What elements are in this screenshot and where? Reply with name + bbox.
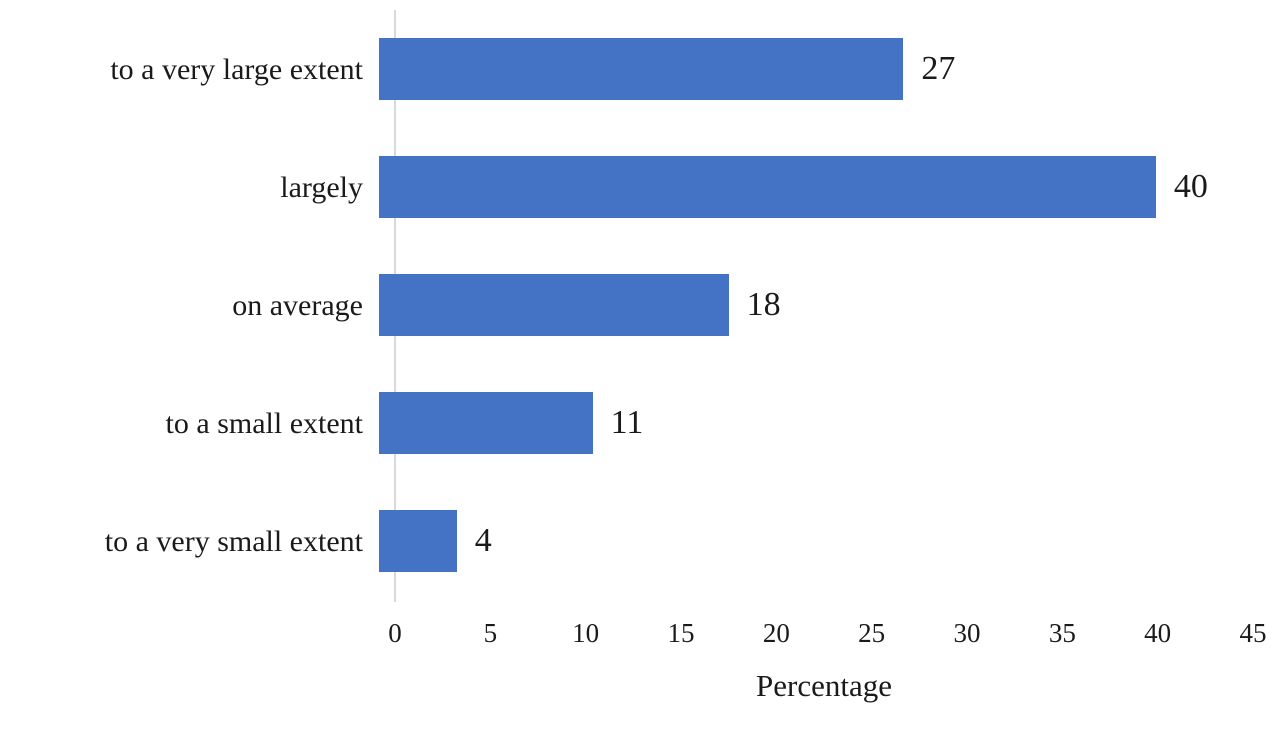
category-label: on average <box>232 288 363 322</box>
bar-track: 18 <box>379 274 1253 336</box>
chart-rows: to a very large extent 27 largely 40 on … <box>0 10 1253 600</box>
x-axis-tick-label: 45 <box>1239 618 1267 648</box>
bar <box>379 38 904 100</box>
bar <box>379 274 729 336</box>
category-label: to a very large extent <box>110 52 363 86</box>
x-axis-tick-label: 0 <box>388 618 402 648</box>
bar-track: 11 <box>379 392 1253 454</box>
x-axis-tick-label: 35 <box>1048 618 1076 648</box>
bar-track: 40 <box>379 156 1253 218</box>
bar <box>379 392 593 454</box>
value-label: 11 <box>610 404 644 441</box>
chart-row: to a very small extent 4 <box>0 482 1253 600</box>
x-axis-title: Percentage <box>756 668 892 703</box>
chart-row: to a very large extent 27 <box>0 10 1253 128</box>
x-axis-tick-label: 25 <box>858 618 886 648</box>
category-label: to a very small extent <box>104 524 363 558</box>
value-label: 27 <box>921 50 956 87</box>
chart-row: to a small extent 11 <box>0 364 1253 482</box>
bar <box>379 510 457 572</box>
bar <box>379 156 1156 218</box>
value-label: 4 <box>474 522 492 559</box>
category-label: to a small extent <box>165 406 363 440</box>
value-label: 18 <box>746 286 781 323</box>
bar-track: 4 <box>379 510 1253 572</box>
bar-track: 27 <box>379 38 1253 100</box>
x-axis-tick-label: 10 <box>572 618 600 648</box>
x-axis-ticks: 0 5 10 15 20 25 30 35 40 45 <box>388 618 1266 654</box>
x-axis-tick-label: 40 <box>1144 618 1172 648</box>
value-label: 40 <box>1173 168 1208 205</box>
x-axis-tick-label: 20 <box>762 618 790 648</box>
chart-row: largely 40 <box>0 128 1253 246</box>
x-axis-tick-label: 15 <box>667 618 695 648</box>
x-axis-tick-label: 30 <box>953 618 981 648</box>
x-axis-tick-label: 5 <box>483 618 498 648</box>
chart-row: on average 18 <box>0 246 1253 364</box>
category-label: largely <box>280 170 363 204</box>
